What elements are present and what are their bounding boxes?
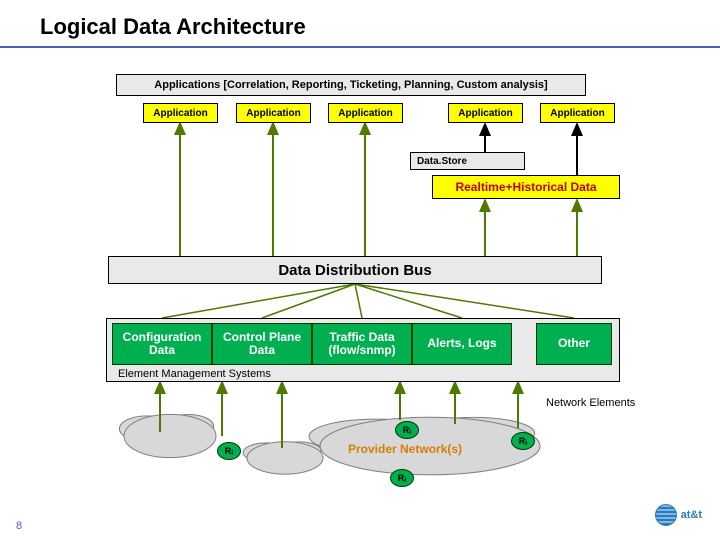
applications-header-box: Applications [Correlation, Reporting, Ti…: [116, 74, 586, 96]
ems-box-2: Control Plane Data: [212, 323, 312, 365]
application-box-3: Application: [328, 103, 403, 123]
data-distribution-bus: Data Distribution Bus: [108, 256, 602, 284]
ems-box-1: Configuration Data: [112, 323, 212, 365]
cloud-3: [243, 442, 323, 474]
network-elements-label: Network Elements: [546, 397, 635, 409]
ems-box-3: Traffic Data (flow/snmp): [312, 323, 412, 365]
realtime-historical-box: Realtime+Historical Data: [432, 175, 620, 199]
ems-label: Element Management Systems: [118, 368, 271, 380]
globe-icon: [655, 504, 677, 526]
page-title: Logical Data Architecture: [40, 14, 306, 40]
cloud-1: [119, 414, 216, 457]
ems-box-5: Other: [536, 323, 612, 365]
provider-network-label: Provider Network(s): [348, 442, 462, 456]
router-4: Ri: [390, 469, 414, 487]
application-box-2: Application: [236, 103, 311, 123]
att-logo: at&t: [655, 504, 702, 526]
router-2: Ri: [395, 421, 419, 439]
datastore-box: Data.Store: [410, 152, 525, 170]
title-underline: [0, 46, 720, 48]
router-3: Ri: [511, 432, 535, 450]
page-number: 8: [16, 520, 22, 532]
router-1: Ri: [217, 442, 241, 460]
application-box-1: Application: [143, 103, 218, 123]
application-box-5: Application: [540, 103, 615, 123]
application-box-4: Application: [448, 103, 523, 123]
ems-box-4: Alerts, Logs: [412, 323, 512, 365]
logo-text: at&t: [681, 509, 702, 521]
